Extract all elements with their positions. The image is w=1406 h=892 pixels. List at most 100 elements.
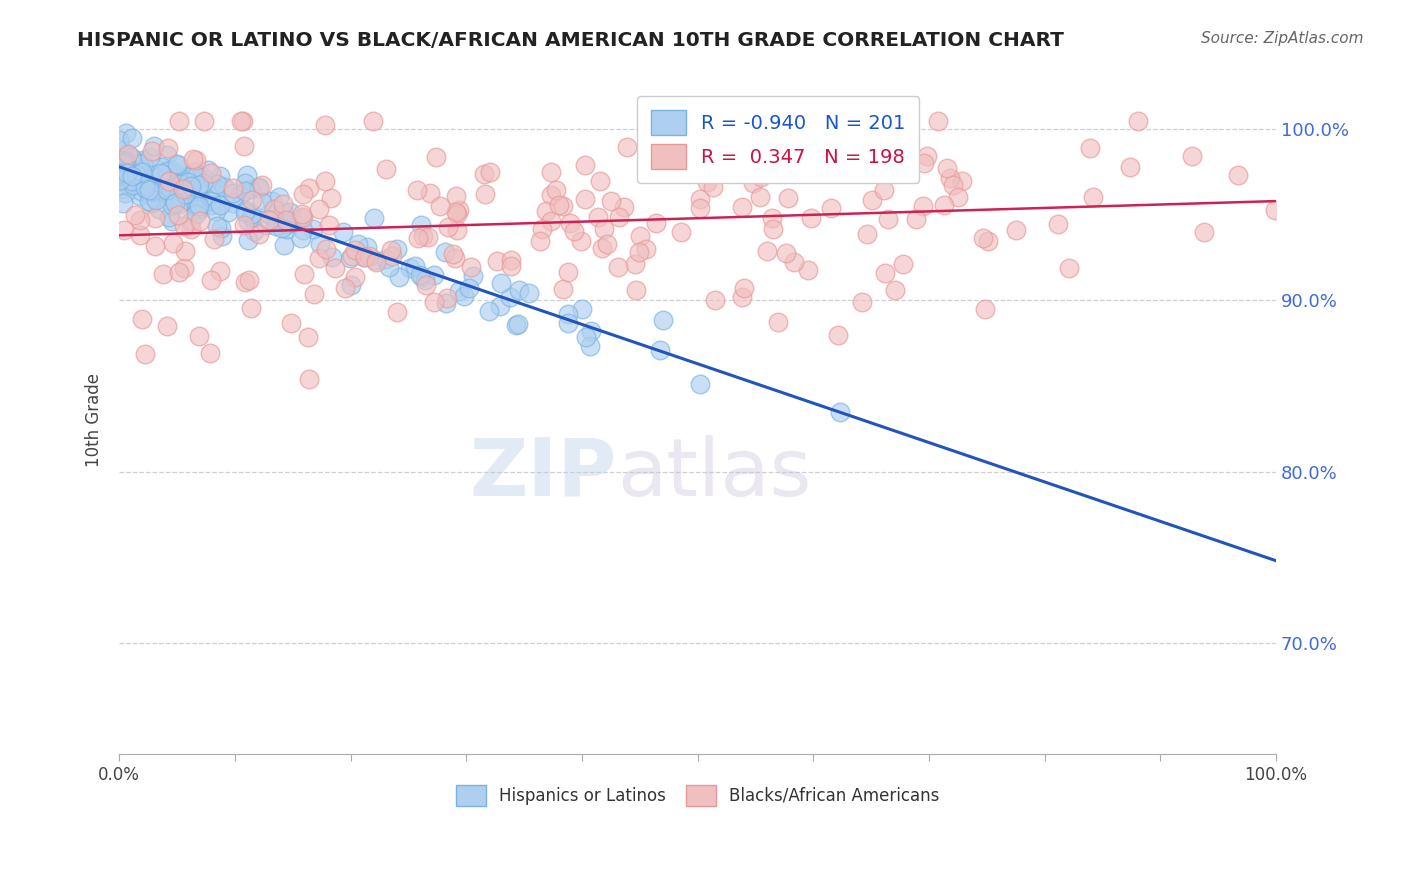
- Point: [222, 181, 245, 195]
- Point: [112, 223, 135, 237]
- Point: [540, 188, 562, 202]
- Point: [586, 210, 609, 224]
- Point: [730, 200, 752, 214]
- Point: [173, 244, 195, 259]
- Point: [110, 156, 132, 170]
- Point: [160, 197, 183, 211]
- Point: [444, 205, 467, 219]
- Point: [704, 293, 727, 308]
- Point: [409, 218, 432, 232]
- Point: [707, 163, 730, 178]
- Point: [304, 287, 326, 301]
- Point: [138, 183, 160, 197]
- Point: [187, 199, 209, 213]
- Point: [179, 178, 201, 193]
- Point: [121, 151, 143, 165]
- Point: [207, 178, 229, 192]
- Point: [157, 174, 180, 188]
- Point: [876, 212, 898, 227]
- Point: [702, 180, 724, 194]
- Point: [308, 237, 330, 252]
- Point: [948, 190, 970, 204]
- Point: [579, 339, 602, 353]
- Point: [167, 158, 190, 172]
- Point: [247, 181, 270, 195]
- Point: [217, 205, 239, 219]
- Point: [380, 243, 402, 257]
- Point: [156, 183, 179, 197]
- Point: [108, 133, 131, 147]
- Point: [333, 280, 356, 294]
- Point: [124, 208, 146, 222]
- Point: [628, 228, 651, 243]
- Point: [669, 225, 692, 239]
- Point: [381, 249, 404, 263]
- Point: [616, 140, 638, 154]
- Point: [596, 237, 619, 252]
- Point: [761, 211, 783, 226]
- Point: [558, 216, 581, 230]
- Point: [176, 169, 198, 184]
- Point: [233, 275, 256, 289]
- Point: [128, 157, 150, 171]
- Point: [934, 198, 956, 212]
- Point: [172, 182, 194, 196]
- Point: [453, 288, 475, 302]
- Point: [292, 223, 315, 237]
- Point: [114, 126, 136, 140]
- Point: [579, 324, 602, 338]
- Point: [501, 259, 523, 273]
- Point: [571, 301, 593, 316]
- Point: [1046, 217, 1069, 231]
- Point: [180, 214, 202, 228]
- Point: [292, 187, 315, 202]
- Point: [250, 178, 273, 192]
- Point: [363, 211, 385, 225]
- Point: [121, 178, 143, 193]
- Point: [873, 183, 896, 197]
- Point: [186, 182, 208, 196]
- Point: [474, 187, 496, 202]
- Point: [157, 141, 180, 155]
- Point: [485, 254, 508, 268]
- Point: [689, 201, 711, 215]
- Point: [569, 234, 592, 248]
- Point: [181, 178, 204, 192]
- Point: [180, 179, 202, 194]
- Point: [243, 224, 266, 238]
- Point: [131, 153, 153, 167]
- Point: [188, 328, 211, 343]
- Point: [1192, 225, 1215, 239]
- Point: [733, 281, 755, 295]
- Point: [478, 303, 501, 318]
- Point: [111, 159, 134, 173]
- Point: [873, 266, 896, 280]
- Point: [419, 186, 441, 200]
- Point: [977, 234, 1000, 248]
- Point: [254, 218, 277, 232]
- Point: [406, 183, 429, 197]
- Point: [111, 144, 134, 158]
- Point: [167, 265, 190, 279]
- Point: [347, 237, 370, 252]
- Point: [184, 207, 207, 221]
- Point: [973, 302, 995, 317]
- Point: [110, 156, 132, 170]
- Point: [188, 214, 211, 228]
- Point: [353, 250, 375, 264]
- Point: [404, 260, 426, 274]
- Point: [547, 197, 569, 211]
- Point: [121, 131, 143, 145]
- Point: [150, 167, 173, 181]
- Point: [266, 219, 288, 234]
- Point: [221, 186, 243, 200]
- Point: [644, 216, 666, 230]
- Point: [339, 251, 361, 265]
- Point: [891, 257, 914, 271]
- Point: [200, 198, 222, 212]
- Point: [314, 118, 336, 132]
- Point: [860, 193, 883, 207]
- Point: [208, 197, 231, 211]
- Point: [114, 154, 136, 169]
- Point: [132, 178, 155, 192]
